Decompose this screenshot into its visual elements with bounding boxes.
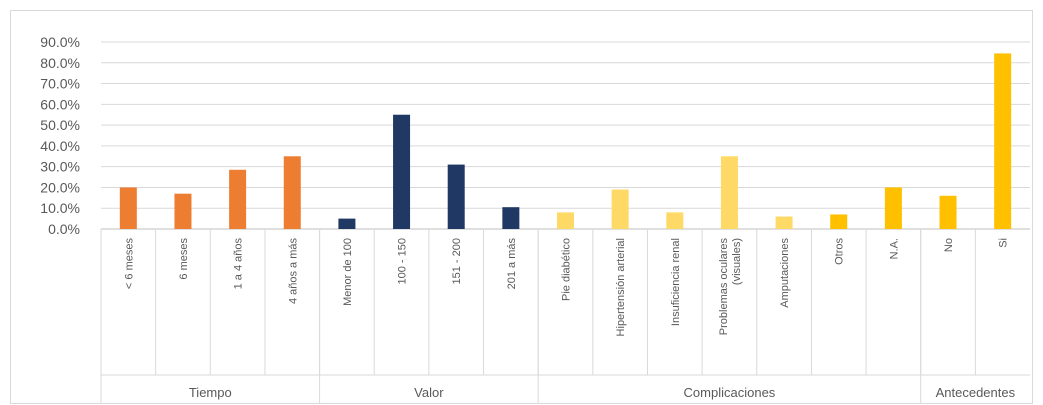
y-tick-label: 40.0% [40, 138, 80, 154]
group-label: Complicaciones [684, 385, 776, 400]
bar [557, 212, 574, 229]
bar [775, 216, 793, 229]
category-label: Insuficiencia renal [670, 238, 682, 326]
category-label: N.A. [888, 238, 900, 259]
category-label: Problemas oculares [718, 238, 730, 336]
y-tick-label: 10.0% [40, 200, 80, 216]
category-label: 151 - 200 [451, 238, 463, 284]
bar [119, 187, 137, 229]
category-label: Pie diabético [561, 238, 573, 301]
y-tick-label: 90.0% [40, 34, 80, 50]
bar [502, 207, 520, 229]
y-tick-label: 60.0% [40, 96, 80, 112]
y-tick-label: 70.0% [40, 76, 80, 92]
category-label: 4 años a más [287, 238, 299, 305]
category-label: Si [998, 238, 1010, 248]
category-label: 6 meses [178, 238, 190, 280]
bar [720, 156, 738, 229]
bar [666, 212, 684, 229]
bar [830, 214, 848, 229]
group-label: Antecedentes [936, 385, 1016, 400]
category-label: No [943, 238, 955, 252]
y-tick-label: 20.0% [40, 179, 80, 195]
bar [611, 189, 629, 229]
bar [393, 114, 411, 229]
category-label: (visuales) [731, 238, 743, 285]
group-label: Valor [414, 385, 444, 400]
y-tick-label: 0.0% [48, 221, 80, 237]
category-label: Hipertensión arterial [615, 238, 627, 336]
y-tick-label: 30.0% [40, 159, 80, 175]
bar [994, 53, 1012, 229]
bar [884, 187, 902, 229]
category-label: 100 - 150 [397, 238, 409, 284]
bar [229, 169, 247, 229]
bar [939, 195, 957, 229]
category-label: 1 a 4 años [233, 238, 245, 290]
group-label: Tiempo [189, 385, 232, 400]
bar [447, 164, 465, 229]
category-label: < 6 meses [123, 238, 135, 290]
category-label: Menor de 100 [342, 238, 354, 306]
category-label: 201 a más [506, 238, 518, 290]
bar [283, 156, 301, 229]
bar [174, 193, 192, 229]
y-tick-label: 50.0% [40, 117, 80, 133]
category-label: Otros [834, 238, 846, 265]
category-label: Amputaciones [779, 238, 791, 308]
y-tick-label: 80.0% [40, 55, 80, 71]
bar [338, 218, 356, 229]
